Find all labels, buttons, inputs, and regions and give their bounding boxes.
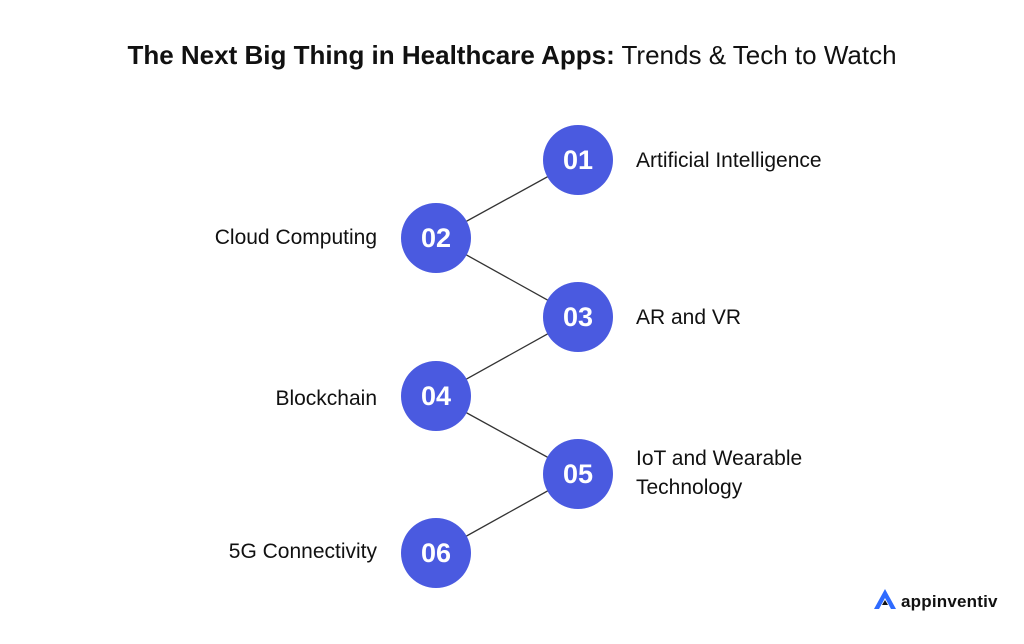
title-light: Trends & Tech to Watch [621, 40, 897, 70]
step-label-03: AR and VR [636, 306, 742, 329]
appinventiv-a-icon [873, 588, 897, 615]
step-node-03: 03 [543, 282, 613, 352]
step-node-04: 04 [401, 361, 471, 431]
step-label-04: Blockchain [275, 387, 377, 410]
step-number-02: 02 [420, 222, 452, 253]
step-number-03: 03 [562, 301, 594, 332]
step-label-02: Cloud Computing [214, 226, 377, 249]
step-number-04: 04 [420, 380, 452, 411]
step-label-06: 5G Connectivity [228, 540, 377, 563]
step-node-02: 02 [401, 203, 471, 273]
step-label-05: IoT and Wearable Technology [636, 447, 803, 499]
step-node-01: 01 [543, 125, 613, 195]
diagram-title: The Next Big Thing in Healthcare Apps: T… [0, 38, 1024, 72]
brand-logo: appinventiv [873, 588, 998, 615]
step-number-06: 06 [420, 537, 452, 568]
step-node-05: 05 [543, 439, 613, 509]
step-number-05: 05 [562, 458, 594, 489]
logo-text: appinventiv [901, 591, 998, 611]
title-bold: The Next Big Thing in Healthcare Apps: [127, 40, 615, 70]
step-label-01: Artificial Intelligence [636, 149, 822, 172]
step-node-06: 06 [401, 518, 471, 588]
step-number-01: 01 [562, 144, 594, 175]
